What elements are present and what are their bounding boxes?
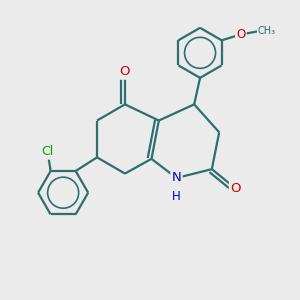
Text: O: O — [236, 28, 245, 41]
Text: O: O — [230, 182, 241, 195]
Text: O: O — [120, 65, 130, 79]
Text: N: N — [172, 172, 182, 184]
Text: H: H — [172, 190, 181, 203]
Text: Cl: Cl — [42, 146, 54, 158]
Text: CH₃: CH₃ — [258, 26, 276, 37]
